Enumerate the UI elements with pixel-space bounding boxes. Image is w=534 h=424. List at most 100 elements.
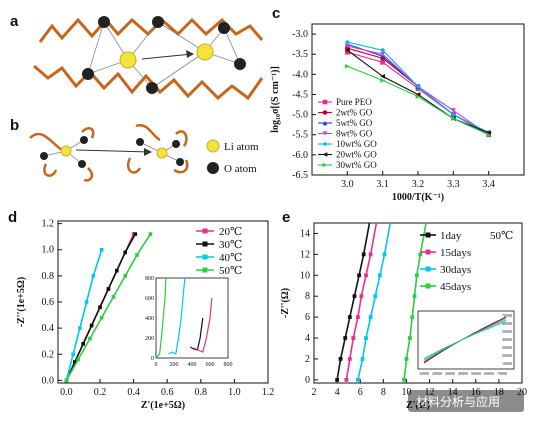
data-point — [418, 252, 423, 257]
y-tick-label: 10 — [300, 270, 310, 281]
data-point — [364, 273, 368, 278]
x-tick-label: 18 — [494, 387, 504, 398]
polymer-chain-bottom — [33, 64, 264, 101]
data-point — [351, 336, 356, 340]
data-point — [415, 92, 421, 97]
li-atom — [196, 43, 214, 61]
legend-marker — [202, 241, 208, 247]
data-point — [412, 294, 417, 299]
data-point — [84, 300, 89, 304]
data-point — [404, 357, 409, 361]
data-point — [356, 315, 360, 320]
data-point — [414, 273, 419, 278]
inset-x-tick-label: 0 — [155, 362, 158, 368]
li-hop-arrowhead — [144, 148, 152, 156]
x-tick-label: 2 — [312, 387, 317, 398]
series-line — [403, 223, 427, 380]
data-point — [71, 352, 75, 357]
legend-marker — [322, 131, 328, 136]
series-line — [345, 223, 378, 380]
inset-x-tick-label: 30000 — [445, 371, 455, 376]
legend-label: 15days — [440, 247, 471, 259]
inset-y-tick-label: 800 — [145, 276, 154, 282]
inset-x-tick-label: 60000 — [484, 371, 494, 376]
y-tick-label: 1.0 — [42, 245, 55, 256]
data-point — [377, 273, 382, 278]
y-tick-label: -6.5 — [292, 170, 308, 181]
data-point — [380, 77, 386, 83]
inset-x-tick-label: 40000 — [458, 371, 468, 376]
x-tick-label: 12 — [425, 387, 435, 398]
inset-x-tick-label: 10000 — [419, 371, 429, 376]
inset-y-tick-label: 70000 — [502, 313, 512, 318]
inset-y-tick-label: 50000 — [502, 329, 512, 334]
y-tick-label: -6.0 — [292, 150, 308, 161]
legend-label: 40℃ — [219, 252, 242, 264]
x-tick-label: 0.8 — [195, 387, 208, 398]
data-point — [450, 112, 456, 117]
series-line — [65, 249, 103, 381]
legend-marker — [202, 267, 208, 273]
inset-x-tick-label: 70000 — [497, 371, 507, 376]
y-axis-label: -Z''(Ω) — [280, 288, 291, 318]
data-point — [402, 377, 407, 382]
y-tick-label: -3.5 — [292, 49, 308, 60]
plot-area — [64, 232, 153, 383]
inset-y-tick-label: 40000 — [502, 337, 512, 342]
data-point — [344, 63, 350, 69]
li-atom — [156, 147, 168, 159]
legend-label: 30wt% GO — [336, 160, 377, 170]
data-point — [450, 108, 456, 113]
data-point — [335, 377, 340, 382]
x-axis-label: 1000/T(K⁻¹) — [392, 192, 444, 203]
data-point — [81, 342, 85, 346]
legend-li-label: Li atom — [224, 141, 259, 153]
data-point — [148, 232, 153, 236]
legend-label: 50℃ — [219, 265, 242, 277]
legend-li-icon — [206, 139, 220, 153]
legend-label: 10wt% GO — [336, 139, 377, 149]
o-atom — [146, 82, 158, 94]
x-tick-label: 1.0 — [228, 387, 241, 398]
data-point — [78, 326, 82, 330]
inset-frame — [155, 277, 229, 359]
o-atom — [218, 22, 230, 34]
coordination-bonds — [87, 21, 241, 89]
inset-x-tick-label: 20000 — [432, 371, 442, 376]
data-point — [450, 116, 456, 122]
x-tick-label: 3.2 — [412, 179, 425, 190]
data-point — [64, 378, 69, 383]
data-point — [368, 315, 373, 320]
x-axis-label: Z'(1e+5Ω) — [141, 400, 185, 411]
li-atom — [119, 51, 137, 69]
data-point — [410, 315, 415, 320]
legend-marker — [322, 152, 328, 157]
y-tick-label: 0.8 — [42, 271, 55, 282]
legend-label: 1day — [440, 230, 462, 242]
legend-label: 20wt% GO — [336, 150, 377, 160]
x-tick-label: 4 — [335, 387, 340, 398]
y-axis-label: -Z''(1e+5Ω) — [16, 277, 27, 327]
y-tick-label: 14 — [300, 228, 310, 239]
y-tick-label: -4.5 — [292, 89, 308, 100]
x-tick-label: 3.0 — [341, 179, 354, 190]
data-point — [380, 47, 386, 53]
legend-marker — [425, 283, 431, 289]
inset-x-tick-label: 600 — [206, 362, 215, 368]
inset-series-line — [423, 321, 507, 359]
plot-area — [335, 223, 427, 382]
o-atom — [234, 58, 246, 70]
panel-a-label: a — [10, 13, 19, 30]
legend-marker — [202, 228, 208, 234]
o-atom — [98, 16, 110, 28]
y-tick-label: 4 — [305, 333, 310, 344]
temperature-annotation: 50℃ — [490, 230, 513, 242]
inset-y-tick-label: 400 — [145, 316, 154, 322]
panel-d-label: d — [8, 209, 17, 226]
data-point — [368, 252, 373, 257]
inset-series-line — [193, 297, 213, 353]
y-tick-label: 1.2 — [42, 219, 55, 230]
data-point — [373, 294, 378, 299]
panel-b-schematic: b Li atom O atom — [10, 117, 259, 182]
y-tick-label: -3.0 — [292, 29, 308, 40]
